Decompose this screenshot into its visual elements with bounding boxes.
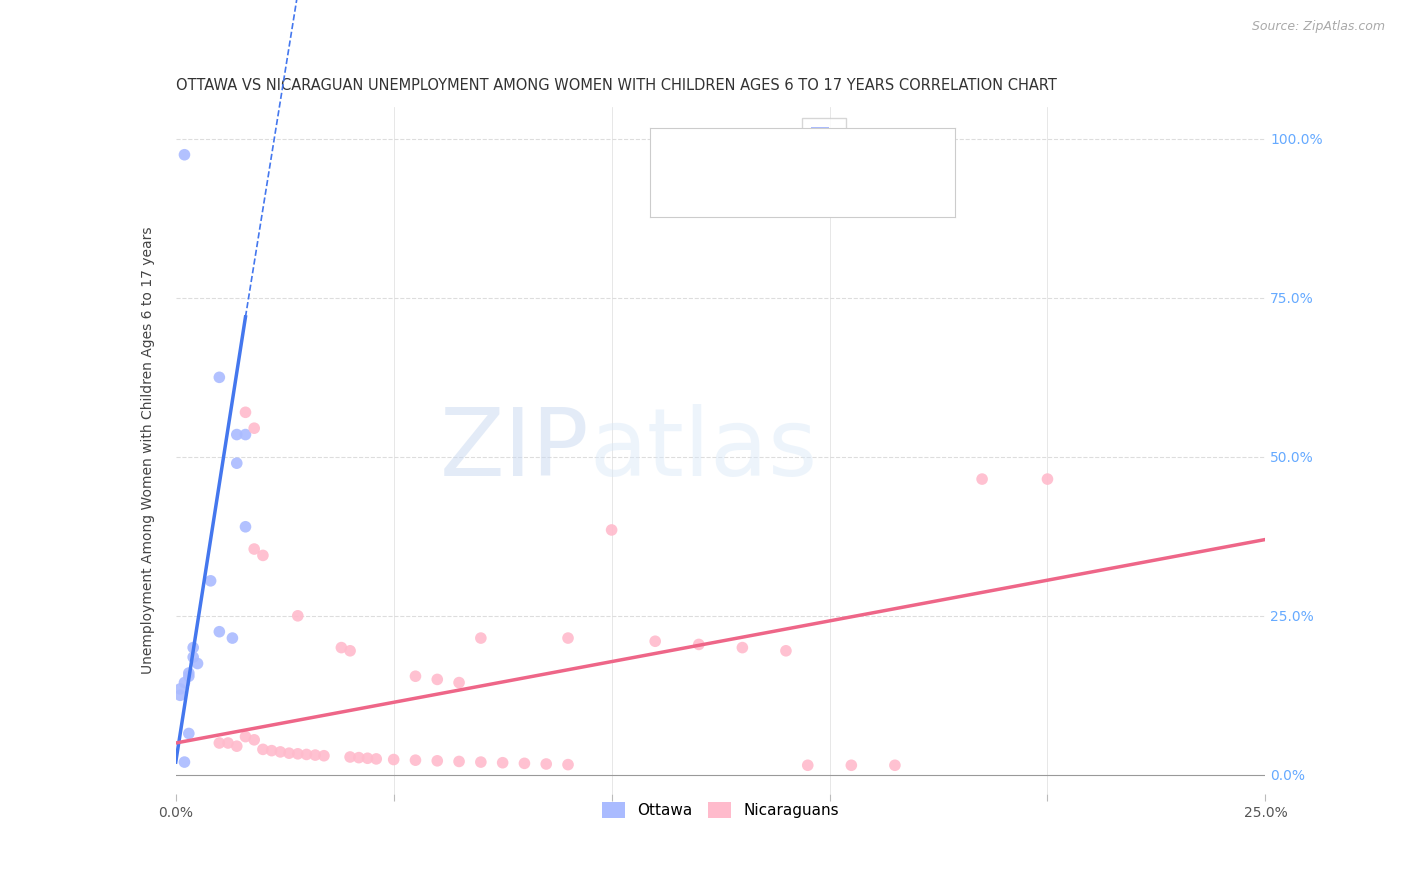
Point [225, 739, 247, 754]
Point [470, 631, 492, 645]
Point [470, 755, 492, 769]
Point [796, 758, 818, 772]
Point [217, 736, 239, 750]
Text: R =: R = [662, 130, 696, 145]
Point [330, 640, 353, 655]
Point [225, 456, 247, 470]
Text: N =: N = [759, 130, 793, 145]
Point [208, 370, 231, 384]
Text: OTTAWA VS NICARAGUAN UNEMPLOYMENT AMONG WOMEN WITH CHILDREN AGES 6 TO 17 YEARS C: OTTAWA VS NICARAGUAN UNEMPLOYMENT AMONG … [176, 78, 1057, 94]
Point [600, 523, 623, 537]
Text: 0.611: 0.611 [696, 130, 745, 145]
Point [339, 750, 361, 764]
Point [312, 748, 335, 763]
Point [269, 745, 291, 759]
Point [252, 549, 274, 563]
Point [173, 147, 195, 161]
Point [731, 640, 754, 655]
Text: 48: 48 [789, 154, 810, 169]
Text: Source: ZipAtlas.com: Source: ZipAtlas.com [1251, 20, 1385, 33]
Point [447, 755, 470, 769]
Point [173, 755, 195, 769]
Text: atlas: atlas [591, 404, 818, 497]
Point [177, 726, 200, 740]
Point [557, 631, 579, 645]
Point [644, 634, 666, 648]
Point [287, 608, 309, 623]
Text: N =: N = [759, 154, 793, 169]
Point [200, 574, 222, 588]
Point [181, 640, 204, 655]
Text: R =: R = [662, 154, 696, 169]
Point [181, 650, 204, 665]
Point [235, 405, 257, 419]
Point [356, 751, 378, 765]
Point [492, 756, 515, 770]
Point [173, 675, 195, 690]
Point [426, 754, 449, 768]
Legend: Ottawa, Nicaraguans: Ottawa, Nicaraguans [596, 796, 845, 824]
Point [186, 657, 209, 671]
Point [235, 520, 257, 534]
Point [221, 631, 243, 645]
Point [287, 747, 309, 761]
Point [841, 758, 863, 772]
Point [339, 644, 361, 658]
Point [1036, 472, 1059, 486]
Point [426, 673, 449, 687]
Text: 0.375: 0.375 [696, 154, 745, 169]
Point [208, 624, 231, 639]
Point [235, 730, 257, 744]
Point [304, 748, 326, 763]
Point [405, 753, 427, 767]
Point [278, 746, 301, 760]
Point [366, 752, 388, 766]
Point [347, 750, 370, 764]
Point [177, 669, 200, 683]
Text: 19: 19 [789, 130, 810, 145]
Point [169, 681, 191, 696]
Point [295, 747, 318, 762]
Point [775, 644, 797, 658]
Point [557, 757, 579, 772]
Y-axis label: Unemployment Among Women with Children Ages 6 to 17 years: Unemployment Among Women with Children A… [141, 227, 155, 674]
Point [970, 472, 993, 486]
Point [252, 742, 274, 756]
Point [208, 736, 231, 750]
Point [243, 542, 266, 557]
Point [243, 421, 266, 435]
Text: ZIP: ZIP [440, 404, 591, 497]
Point [405, 669, 427, 683]
Point [243, 732, 266, 747]
Point [513, 756, 536, 771]
Point [225, 427, 247, 442]
Point [177, 666, 200, 681]
Point [169, 688, 191, 702]
Point [688, 637, 710, 651]
Point [235, 427, 257, 442]
Point [260, 744, 283, 758]
Point [884, 758, 907, 772]
Point [382, 753, 405, 767]
Point [447, 675, 470, 690]
Point [534, 756, 557, 771]
